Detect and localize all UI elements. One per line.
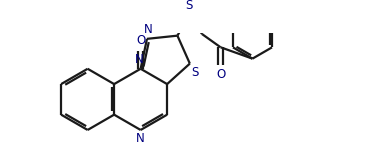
Text: O: O: [136, 34, 145, 47]
Text: N: N: [136, 132, 145, 145]
Text: N: N: [135, 53, 144, 66]
Text: S: S: [192, 66, 199, 79]
Text: O: O: [216, 68, 225, 81]
Text: N: N: [144, 23, 153, 36]
Text: S: S: [185, 0, 192, 12]
